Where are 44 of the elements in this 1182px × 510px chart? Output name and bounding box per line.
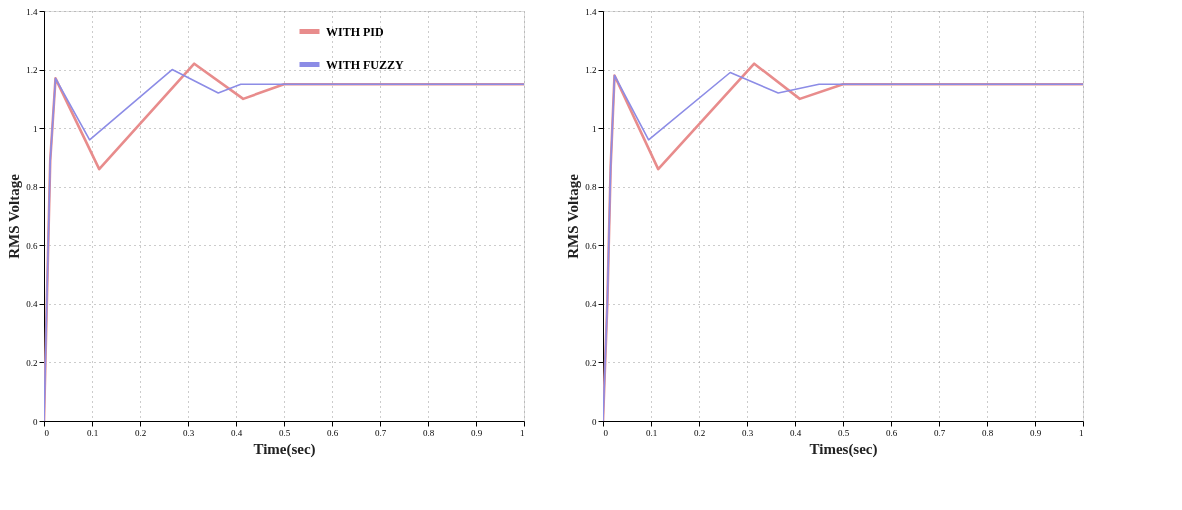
x-tick-label: 0.1 [645,427,658,438]
y-tick-label: 0.2 [26,357,38,368]
y-tick-label: 1.4 [26,6,38,17]
legend-label: WITH PID [326,24,385,39]
x-axis-title: Time(sec) [253,440,316,458]
y-axis-title: RMS Voltage [6,173,23,259]
x-tick-label: 0.8 [422,427,435,438]
x-tick-label: 0.5 [837,427,850,438]
y-tick-label: 0.4 [26,299,38,310]
y-tick-label: 0.4 [585,299,597,310]
x-tick-label: 0.9 [470,427,483,438]
y-axis-title: RMS Voltage [565,173,582,259]
x-tick-label: 1 [520,427,525,438]
y-tick-label: 0.8 [585,182,597,193]
y-tick-label: 1 [592,123,597,134]
x-tick-label: 0.5 [278,427,291,438]
x-tick-label: 0.1 [86,427,99,438]
x-tick-label: 0.2 [693,427,706,438]
x-tick-label: 0.3 [741,427,754,438]
x-tick-label: 0.7 [374,427,387,438]
y-tick-label: 1.2 [585,65,597,76]
x-tick-label: 0.6 [885,427,898,438]
x-tick-label: 0.4 [230,427,243,438]
x-tick-label: 0.6 [326,427,339,438]
x-tick-label: 0.9 [1029,427,1042,438]
x-tick-label: 0.2 [134,427,147,438]
y-tick-label: 1.2 [26,65,38,76]
y-tick-label: 0 [33,416,38,427]
y-tick-label: 0.6 [26,240,38,251]
y-tick-label: 0.2 [585,357,597,368]
x-tick-label: 0.8 [981,427,994,438]
x-tick-label: 1 [1079,427,1084,438]
y-tick-label: 1.4 [585,6,597,17]
x-tick-label: 0.7 [933,427,946,438]
x-tick-label: 0.3 [182,427,195,438]
y-tick-label: 1 [33,123,38,134]
x-tick-label: 0 [603,427,609,438]
y-tick-label: 0.6 [585,240,597,251]
y-tick-label: 0.8 [26,182,38,193]
x-tick-label: 0 [44,427,50,438]
x-axis-title: Times(sec) [809,440,878,458]
y-tick-label: 0 [592,416,597,427]
x-tick-label: 0.4 [789,427,802,438]
legend-label: WITH FUZZY [326,57,405,72]
